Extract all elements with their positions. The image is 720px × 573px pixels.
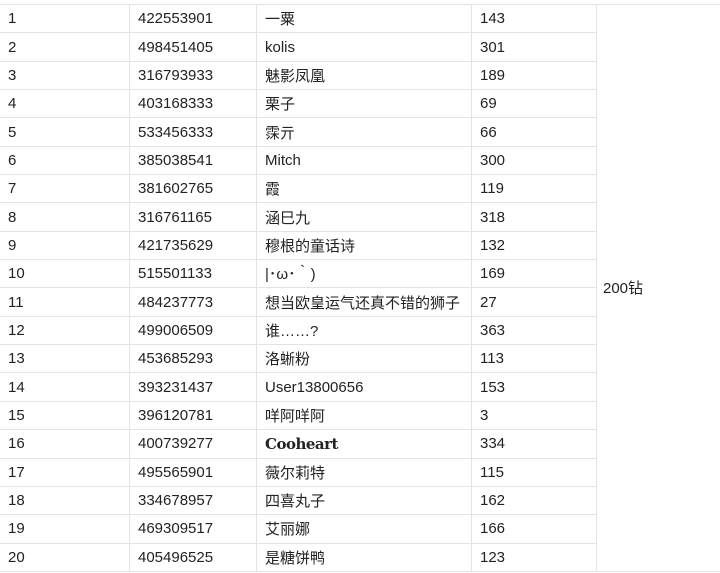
score-cell[interactable]: 301 [471, 32, 597, 62]
table-row: 10 515501133 |･ω･｀) 169 [0, 259, 720, 289]
name-cell[interactable]: 栗子 [256, 89, 472, 119]
rank-cell[interactable]: 19 [0, 514, 130, 544]
user-id-cell[interactable]: 484237773 [129, 287, 257, 317]
name-cell[interactable]: 魅影凤凰 [256, 60, 472, 91]
user-id-cell[interactable]: 381602765 [129, 174, 257, 204]
table-row: 17 495565901 薇尔莉特 115 [0, 457, 720, 487]
name-cell[interactable]: Cooheart [256, 429, 472, 459]
rank-cell[interactable]: 3 [0, 60, 130, 91]
ranking-table: 1 422553901 一粟 143 200钻 2 498451405 kolis 301 3 31… [0, 3, 720, 572]
table-row: 20 405496525 是糖饼鸭 123 [0, 542, 720, 572]
name-cell[interactable]: User13800656 [256, 372, 472, 402]
table-row: 7 381602765 霞 119 [0, 174, 720, 204]
table-row: 6 385038541 Mitch 300 [0, 145, 720, 176]
rank-cell[interactable]: 13 [0, 344, 130, 374]
name-cell[interactable]: kolis [256, 32, 472, 62]
rank-cell[interactable]: 6 [0, 145, 130, 176]
score-cell[interactable]: 113 [471, 344, 597, 374]
name-cell[interactable]: 洛蜥粉 [256, 344, 472, 374]
name-cell[interactable]: |･ω･｀) [256, 259, 472, 289]
user-id-cell[interactable]: 499006509 [129, 315, 257, 346]
table-row: 5 533456333 霂亓 66 [0, 117, 720, 147]
rank-cell[interactable]: 14 [0, 372, 130, 402]
user-id-cell[interactable]: 396120781 [129, 400, 257, 431]
table-row: 8 316761165 涵巳九 318 [0, 202, 720, 232]
rank-cell[interactable]: 9 [0, 230, 130, 261]
name-cell[interactable]: 薇尔莉特 [256, 457, 472, 487]
user-id-cell[interactable]: 422553901 [129, 3, 257, 34]
score-cell[interactable]: 123 [471, 542, 597, 572]
score-cell[interactable]: 115 [471, 457, 597, 487]
user-id-cell[interactable]: 495565901 [129, 457, 257, 487]
table-row: 1 422553901 一粟 143 200钻 [0, 3, 720, 572]
score-cell[interactable]: 69 [471, 89, 597, 119]
name-cell[interactable]: 是糖饼鸭 [256, 542, 472, 572]
rank-cell[interactable]: 2 [0, 32, 130, 62]
name-cell[interactable]: 四喜丸子 [256, 485, 472, 516]
table-row: 11 484237773 想当欧皇运气还真不错的狮子 27 [0, 287, 720, 317]
user-id-cell[interactable]: 469309517 [129, 514, 257, 544]
score-cell[interactable]: 66 [471, 117, 597, 147]
user-id-cell[interactable]: 498451405 [129, 32, 257, 62]
rank-cell[interactable]: 15 [0, 400, 130, 431]
name-cell[interactable]: 一粟 [256, 3, 472, 34]
user-id-cell[interactable]: 316793933 [129, 60, 257, 91]
user-id-cell[interactable]: 421735629 [129, 230, 257, 261]
name-cell[interactable]: 霂亓 [256, 117, 472, 147]
rank-cell[interactable]: 20 [0, 542, 130, 572]
score-cell[interactable]: 119 [471, 174, 597, 204]
rank-cell[interactable]: 16 [0, 429, 130, 459]
rank-cell[interactable]: 10 [0, 259, 130, 289]
name-cell[interactable]: 想当欧皇运气还真不错的狮子 [256, 287, 472, 317]
rank-cell[interactable]: 7 [0, 174, 130, 204]
table-row: 13 453685293 洛蜥粉 113 [0, 344, 720, 374]
score-cell[interactable]: 189 [471, 60, 597, 91]
score-cell[interactable]: 143 [471, 3, 597, 34]
user-id-cell[interactable]: 400739277 [129, 429, 257, 459]
name-cell[interactable]: 穆根的童话诗 [256, 230, 472, 261]
name-cell[interactable]: 咩阿咩阿 [256, 400, 472, 431]
score-cell[interactable]: 300 [471, 145, 597, 176]
name-cell[interactable]: 谁……? [256, 315, 472, 346]
name-cell[interactable]: 霞 [256, 174, 472, 204]
score-cell[interactable]: 153 [471, 372, 597, 402]
score-cell[interactable]: 3 [471, 400, 597, 431]
user-id-cell[interactable]: 385038541 [129, 145, 257, 176]
score-cell[interactable]: 318 [471, 202, 597, 232]
user-id-cell[interactable]: 533456333 [129, 117, 257, 147]
reward-cell[interactable]: 200钻 [596, 4, 720, 572]
user-id-cell[interactable]: 405496525 [129, 542, 257, 572]
table-row: 18 334678957 四喜丸子 162 [0, 485, 720, 516]
score-cell[interactable]: 363 [471, 315, 597, 346]
table-row: 3 316793933 魅影凤凰 189 [0, 60, 720, 91]
name-cell[interactable]: Mitch [256, 145, 472, 176]
user-id-cell[interactable]: 453685293 [129, 344, 257, 374]
user-id-cell[interactable]: 334678957 [129, 485, 257, 516]
score-cell[interactable]: 27 [471, 287, 597, 317]
user-id-cell[interactable]: 316761165 [129, 202, 257, 232]
name-cell[interactable]: 艾丽娜 [256, 514, 472, 544]
table-row: 15 396120781 咩阿咩阿 3 [0, 400, 720, 431]
score-cell[interactable]: 132 [471, 230, 597, 261]
rank-cell[interactable]: 8 [0, 202, 130, 232]
score-cell[interactable]: 169 [471, 259, 597, 289]
name-cell[interactable]: 涵巳九 [256, 202, 472, 232]
rank-cell[interactable]: 1 [0, 3, 130, 34]
rank-cell[interactable]: 5 [0, 117, 130, 147]
table-row: 9 421735629 穆根的童话诗 132 [0, 230, 720, 261]
score-cell[interactable]: 166 [471, 514, 597, 544]
score-cell[interactable]: 162 [471, 485, 597, 516]
user-id-cell[interactable]: 393231437 [129, 372, 257, 402]
score-cell[interactable]: 334 [471, 429, 597, 459]
rank-cell[interactable]: 18 [0, 485, 130, 516]
table-row: 4 403168333 栗子 69 [0, 89, 720, 119]
user-id-cell[interactable]: 515501133 [129, 259, 257, 289]
rank-cell[interactable]: 4 [0, 89, 130, 119]
rank-cell[interactable]: 17 [0, 457, 130, 487]
rank-cell[interactable]: 12 [0, 315, 130, 346]
rank-cell[interactable]: 11 [0, 287, 130, 317]
user-id-cell[interactable]: 403168333 [129, 89, 257, 119]
